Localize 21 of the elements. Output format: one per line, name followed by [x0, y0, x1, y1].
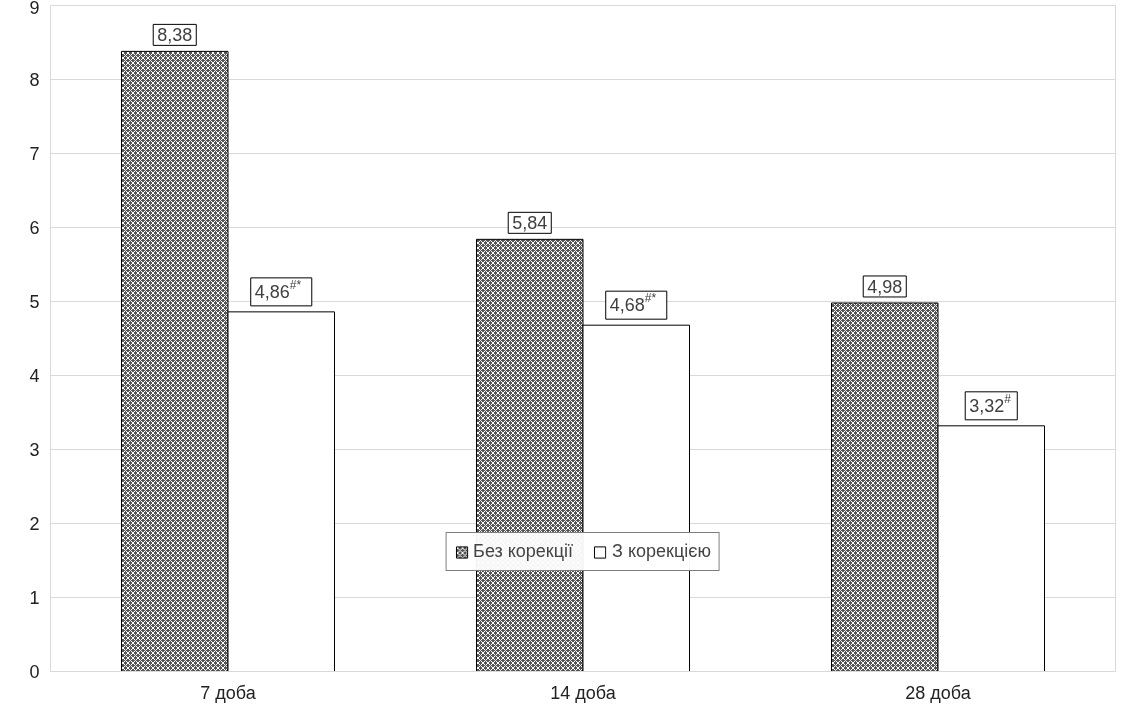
- y-tick-label: 6: [29, 218, 40, 238]
- y-tick-label: 9: [29, 0, 40, 18]
- data-label: 8,38: [157, 25, 193, 46]
- legend-label: З корекцією: [612, 541, 711, 562]
- y-tick-label: 5: [29, 292, 40, 312]
- data-label: 4,98: [867, 276, 903, 297]
- legend-label: Без корекції: [473, 541, 574, 562]
- y-tick-label: 2: [29, 514, 40, 534]
- x-tick-label: 7 доба: [200, 682, 257, 703]
- y-tick-label: 8: [29, 70, 40, 90]
- data-label: 4,86#*: [254, 277, 308, 302]
- data-label: 5,84: [512, 213, 548, 234]
- data-label: 3,32#: [969, 391, 1014, 416]
- y-tick-label: 7: [29, 144, 40, 164]
- y-tick-label: 3: [29, 440, 40, 460]
- y-tick-label: 0: [29, 662, 40, 682]
- x-tick-label: 28 доба: [905, 682, 972, 703]
- data-label: 4,68#*: [609, 291, 663, 316]
- x-tick-label: 14 доба: [550, 682, 617, 703]
- y-tick-label: 4: [29, 366, 40, 386]
- y-tick-label: 1: [29, 588, 40, 608]
